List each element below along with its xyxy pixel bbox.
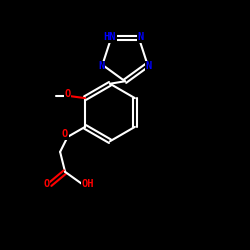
Text: O: O: [62, 130, 68, 139]
Text: O: O: [64, 90, 71, 99]
Text: N: N: [98, 61, 104, 71]
Text: N: N: [146, 61, 152, 71]
Text: N: N: [137, 32, 143, 42]
Text: O: O: [44, 179, 50, 190]
Text: HN: HN: [104, 32, 116, 42]
Text: OH: OH: [81, 179, 94, 190]
